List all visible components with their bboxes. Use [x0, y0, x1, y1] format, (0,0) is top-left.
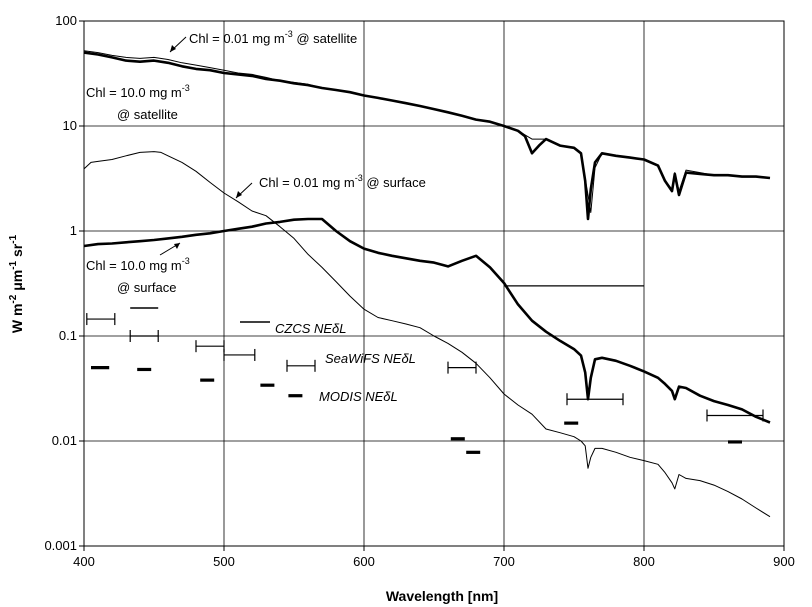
series-line-1 — [83, 50, 771, 213]
x-tick-label: 900 — [773, 554, 795, 569]
y-tick-label: 10 — [63, 118, 77, 133]
y-axis-title-part: sr — [9, 243, 25, 261]
y-axis-title-part: W m — [9, 304, 25, 334]
y-tick-label: 0.1 — [59, 328, 77, 343]
label-czcs: CZCS NEδL — [275, 321, 347, 336]
series-line-2 — [83, 51, 771, 221]
label-sat-10-line2: @ satellite — [117, 107, 178, 122]
y-tick-label: 1 — [70, 223, 77, 238]
y-axis-title-part: -1 — [8, 260, 19, 269]
arrowhead-surf-001 — [236, 191, 242, 198]
tick-labels: 400 500 600 700 800 900 0.001 0.01 0.1 1 10 100 — [44, 13, 794, 569]
y-tick-label: 100 — [55, 13, 77, 28]
series-line-3 — [83, 151, 771, 518]
label-sat-10: Chl = 10.0 mg m-3 — [86, 83, 190, 100]
x-tick-label: 800 — [633, 554, 655, 569]
y-axis-title-part: μm — [9, 270, 25, 295]
label-modis: MODIS NEδL — [319, 389, 398, 404]
y-axis-title: W m-2 μm-1 sr-1 — [8, 234, 25, 333]
y-axis-title-part: -2 — [8, 294, 19, 303]
label-seawifs: SeaWiFS NEδL — [325, 351, 416, 366]
x-tick-label: 600 — [353, 554, 375, 569]
x-axis-title: Wavelength [nm] — [386, 588, 498, 604]
sensor-bands-layer — [86, 307, 764, 454]
series-line-4 — [83, 217, 771, 424]
label-sat-001: Chl = 0.01 mg m-3 @ satellite — [189, 29, 357, 46]
series-layer — [83, 50, 771, 518]
arrowhead-sat-001 — [170, 45, 176, 52]
x-tick-label: 400 — [73, 554, 95, 569]
plot-frame — [83, 20, 785, 547]
arrowhead-surf-10 — [174, 243, 180, 249]
x-tick-label: 700 — [493, 554, 515, 569]
grid — [84, 21, 784, 546]
y-tick-label: 0.01 — [52, 433, 77, 448]
annotations: Chl = 0.01 mg m-3 @ satellite Chl = 10.0… — [86, 29, 426, 404]
label-surf-10: Chl = 10.0 mg m-3 — [86, 256, 190, 273]
y-tick-label: 0.001 — [44, 538, 77, 553]
label-surf-10-line2: @ surface — [117, 280, 176, 295]
y-axis-title-part: -1 — [8, 234, 19, 243]
label-surf-001: Chl = 0.01 mg m-3 @ surface — [259, 173, 426, 190]
x-tick-label: 500 — [213, 554, 235, 569]
